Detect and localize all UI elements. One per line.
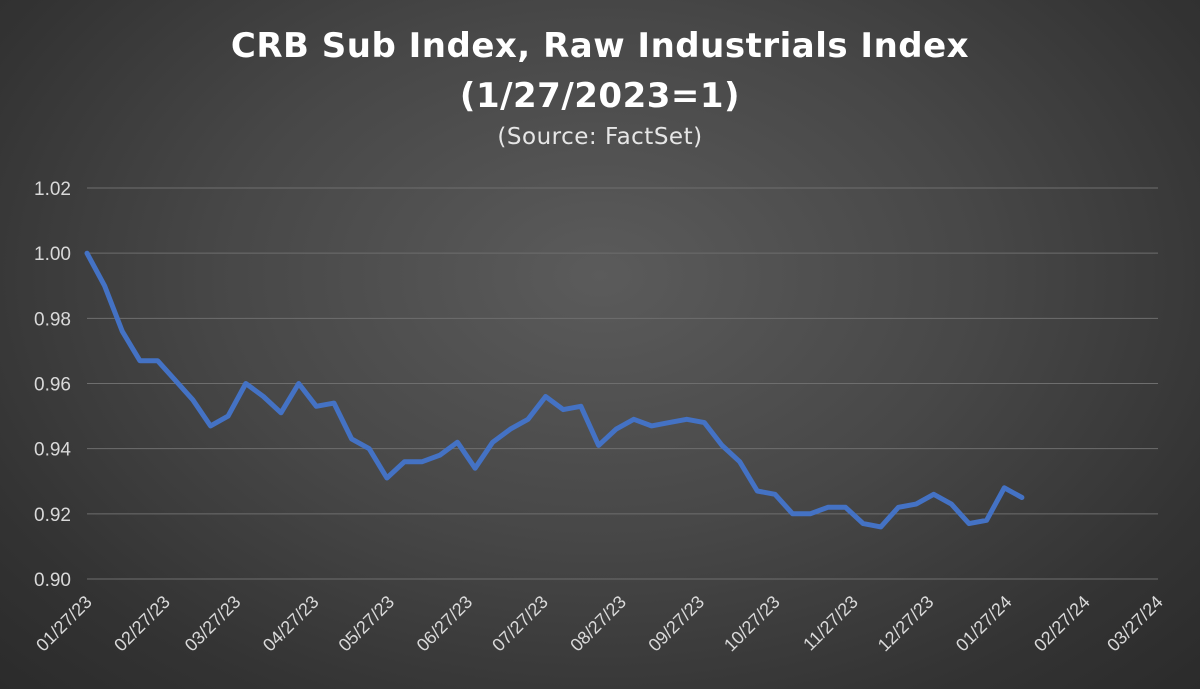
chart-subtitle: (Source: FactSet): [497, 124, 703, 150]
y-tick-label: 0.92: [34, 505, 71, 526]
chart-title-line-2: (1/27/2023=1): [459, 76, 741, 116]
x-axis: 01/27/23 02/27/23 03/27/23 04/27/23 05/27/23…: [32, 592, 1167, 656]
x-tick-label: 05/27/23: [335, 592, 399, 656]
x-tick-label: 09/27/23: [644, 592, 708, 656]
x-tick-label: 02/27/23: [110, 592, 174, 656]
x-tick-label: 02/27/24: [1030, 592, 1094, 656]
x-tick-label: 03/27/23: [181, 592, 245, 656]
series-group: [84, 250, 1025, 530]
x-tick-label: 11/27/23: [799, 592, 862, 655]
y-tick-label: 0.96: [34, 375, 71, 396]
x-tick-label: 07/27/23: [488, 592, 552, 656]
x-tick-label: 03/27/24: [1103, 592, 1167, 656]
x-tick-label: 12/27/23: [874, 592, 938, 656]
x-tick-label: 10/27/23: [720, 592, 784, 656]
y-tick-label: 0.94: [34, 440, 71, 461]
x-tick-label: 08/27/23: [566, 592, 630, 656]
x-tick-label: 06/27/23: [413, 592, 477, 656]
x-tick-label: 01/27/24: [952, 592, 1016, 656]
y-tick-label: 1.02: [34, 179, 71, 200]
gridlines: [87, 187, 1158, 580]
x-tick-label: 04/27/23: [259, 592, 323, 656]
y-tick-label: 1.00: [34, 244, 71, 265]
chart-title: CRB Sub Index, Raw Industrials Index: [230, 26, 970, 66]
y-tick-label: 0.90: [34, 570, 71, 591]
y-tick-label: 0.98: [34, 309, 71, 330]
x-tick-label: 01/27/23: [32, 592, 96, 656]
series-line: [84, 250, 1025, 530]
y-axis: 0.90 0.92 0.94 0.96 0.98 1.00 1.02: [34, 179, 71, 591]
